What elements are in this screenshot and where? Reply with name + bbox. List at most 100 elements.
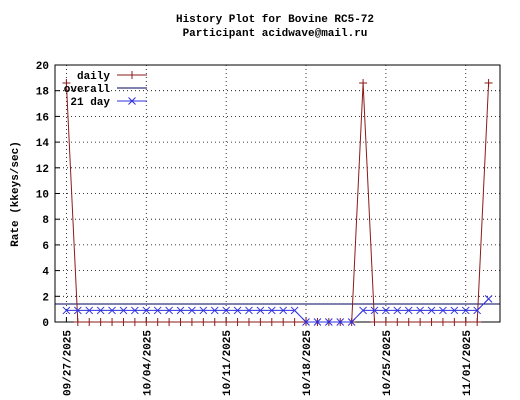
point-marker <box>393 306 402 315</box>
point-marker <box>427 318 436 326</box>
y-tick-label: 16 <box>36 112 49 124</box>
point-marker <box>130 318 139 326</box>
point-marker <box>290 318 299 326</box>
point-marker <box>267 318 276 326</box>
point-marker <box>85 318 94 326</box>
point-marker <box>142 318 151 326</box>
point-marker <box>416 306 424 315</box>
point-marker <box>381 318 390 326</box>
point-marker <box>404 318 413 326</box>
point-marker <box>188 306 196 315</box>
y-tick-label: 18 <box>36 87 50 99</box>
y-tick-label: 8 <box>42 215 49 227</box>
point-marker <box>359 306 367 315</box>
x-tick-label: 10/04/2025 <box>142 330 154 396</box>
point-marker <box>336 318 345 326</box>
legend-marker <box>128 71 136 79</box>
point-marker <box>267 306 276 315</box>
point-marker <box>484 78 493 87</box>
point-marker <box>438 318 447 326</box>
y-tick-label: 14 <box>36 138 50 150</box>
x-tick-label: 11/01/2025 <box>462 330 474 396</box>
point-marker <box>313 318 322 326</box>
chart-subtitle: Participant acidwave@mail.ru <box>183 28 368 40</box>
point-marker <box>370 318 379 326</box>
point-marker <box>73 318 82 326</box>
point-marker <box>461 306 470 315</box>
y-tick-label: 4 <box>42 267 49 279</box>
point-marker <box>176 306 185 315</box>
point-marker <box>324 318 333 326</box>
point-marker <box>222 306 231 315</box>
point-marker <box>359 78 368 87</box>
point-marker <box>302 318 310 326</box>
point-marker <box>393 318 402 326</box>
y-tick-label: 12 <box>36 164 49 176</box>
y-tick-label: 10 <box>36 190 49 202</box>
series-line <box>66 298 489 323</box>
legend-label: daily <box>77 71 110 83</box>
point-marker <box>233 306 242 315</box>
point-marker <box>62 78 71 87</box>
point-marker <box>439 306 447 315</box>
chart-title: History Plot for Bovine RC5-72 <box>176 14 374 26</box>
point-marker <box>416 318 425 326</box>
point-marker <box>279 306 288 315</box>
x-tick-label: 10/25/2025 <box>382 330 394 396</box>
point-marker <box>256 318 265 326</box>
y-axis-label: Rate (kkeys/sec) <box>10 141 22 247</box>
point-marker <box>244 318 253 326</box>
point-marker <box>165 318 174 326</box>
point-marker <box>256 306 265 315</box>
point-marker <box>85 306 94 315</box>
legend-label: overall <box>64 84 111 96</box>
point-marker <box>210 306 219 315</box>
point-marker <box>199 306 208 315</box>
point-marker <box>62 306 71 315</box>
point-marker <box>153 318 162 326</box>
point-marker <box>119 318 128 326</box>
point-marker <box>245 306 253 315</box>
point-marker <box>131 306 139 315</box>
point-marker <box>96 318 105 326</box>
point-marker <box>119 306 128 315</box>
x-tick-label: 09/27/2025 <box>62 330 74 396</box>
point-marker <box>108 306 116 315</box>
y-tick-label: 6 <box>42 241 49 253</box>
point-marker <box>96 306 105 315</box>
point-marker <box>382 306 390 315</box>
point-marker <box>199 318 208 326</box>
legend-label: 21 day <box>70 97 110 109</box>
point-marker <box>222 318 231 326</box>
x-tick-label: 10/18/2025 <box>302 330 314 396</box>
x-tick-label: 10/11/2025 <box>222 330 234 396</box>
point-marker <box>279 318 288 326</box>
point-marker <box>484 295 493 303</box>
point-marker <box>73 306 82 315</box>
y-tick-label: 2 <box>42 292 49 304</box>
point-marker <box>176 318 185 326</box>
point-marker <box>290 306 299 315</box>
y-tick-label: 20 <box>36 61 49 73</box>
point-marker <box>404 306 413 315</box>
plot-frame <box>54 64 501 323</box>
point-marker <box>233 318 242 326</box>
point-marker <box>370 306 379 315</box>
point-marker <box>461 318 470 326</box>
point-marker <box>142 306 151 315</box>
point-marker <box>427 306 436 315</box>
legend-marker <box>128 97 136 105</box>
point-marker <box>473 306 482 315</box>
point-marker <box>450 318 459 326</box>
point-marker <box>347 318 356 326</box>
point-marker <box>473 318 482 326</box>
point-marker <box>153 306 162 315</box>
point-marker <box>450 306 459 315</box>
point-marker <box>187 318 196 326</box>
point-marker <box>210 318 219 326</box>
point-marker <box>165 306 173 315</box>
y-tick-label: 0 <box>42 318 49 330</box>
series-line <box>65 82 490 323</box>
point-marker <box>108 318 117 326</box>
